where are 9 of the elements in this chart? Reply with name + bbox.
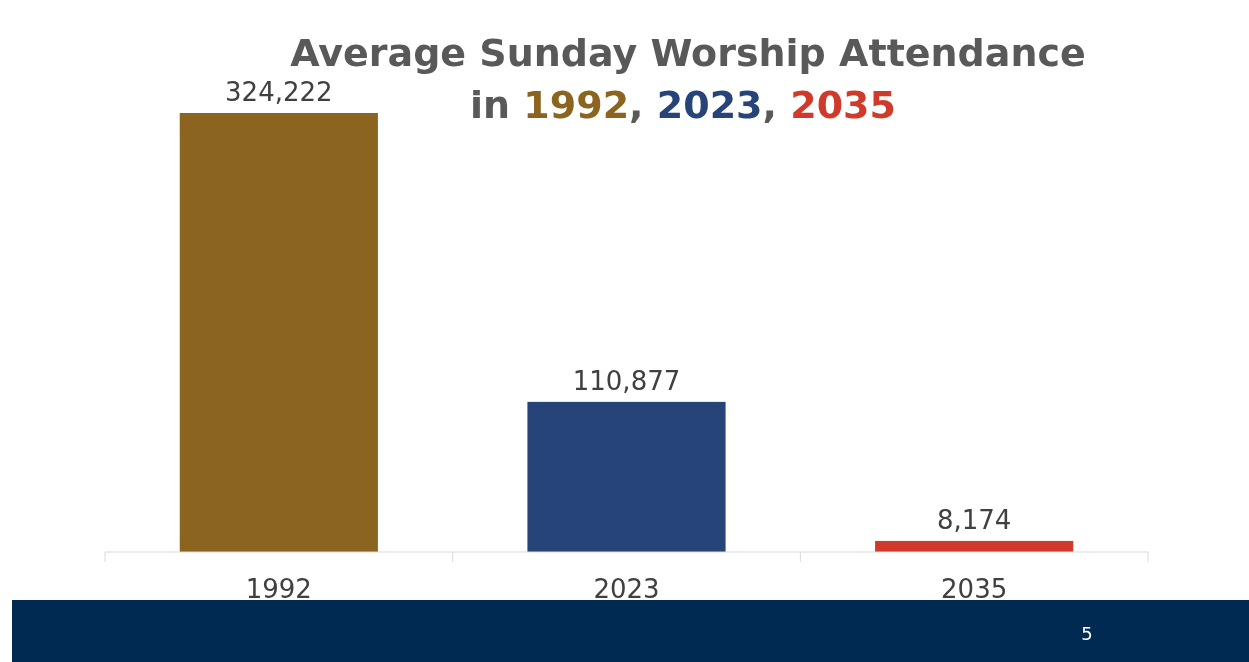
data-label: 8,174 xyxy=(936,504,1012,535)
chart-title: Average Sunday Worship Attendance xyxy=(290,31,1086,75)
x-tick-label: 2023 xyxy=(593,574,660,604)
text: 5 xyxy=(1081,623,1093,644)
data-label: 110,877 xyxy=(572,365,681,396)
x-tick-label: 1992 xyxy=(245,574,312,604)
chart-subtitle: in 1992, 2023, 2035 xyxy=(470,83,896,127)
x-tick-label: 2035 xyxy=(941,574,1008,604)
data-label: 324,222 xyxy=(225,77,333,107)
